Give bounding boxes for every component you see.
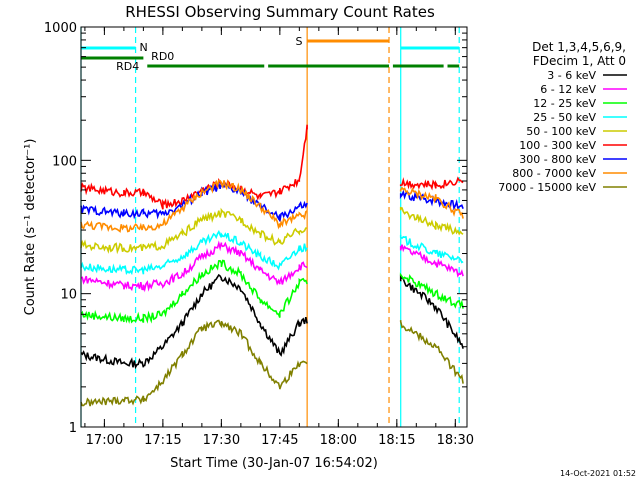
annotation-label-n: N bbox=[139, 41, 147, 54]
series-line-0 bbox=[80, 273, 464, 370]
chart-title: RHESSI Observing Summary Count Rates bbox=[125, 3, 435, 21]
y-tick-label: 10 bbox=[60, 288, 77, 303]
legend-title-line-1: Det 1,3,4,5,6,9, bbox=[532, 40, 626, 54]
series-line-3 bbox=[80, 229, 464, 276]
annotation-layer: N S RD4 RD0 bbox=[80, 27, 460, 427]
x-tick-label: 17:15 bbox=[144, 433, 181, 448]
y-axis-label: Count Rate (s⁻¹ detector⁻¹) bbox=[23, 139, 38, 316]
legend-entry-label: 3 - 6 keV bbox=[547, 69, 596, 82]
x-tick-label: 17:30 bbox=[203, 433, 240, 448]
series-line-7 bbox=[80, 179, 464, 233]
x-tick-label: 18:15 bbox=[378, 433, 415, 448]
series-line-1 bbox=[80, 240, 464, 293]
legend-entry-label: 6 - 12 keV bbox=[540, 83, 596, 96]
legend-entry-label: 7000 - 15000 keV bbox=[498, 181, 596, 194]
series-line-5 bbox=[80, 124, 464, 210]
x-tick-label: 17:00 bbox=[86, 433, 123, 448]
annotation-label-rd0: RD0 bbox=[151, 50, 174, 63]
y-tick-label: 1000 bbox=[44, 21, 77, 36]
x-tick-label: 18:30 bbox=[437, 433, 474, 448]
legend-entry-label: 300 - 800 keV bbox=[519, 153, 596, 166]
series-line-6 bbox=[80, 181, 464, 222]
annotation-label-rd4: RD4 bbox=[116, 60, 139, 73]
x-axis-label: Start Time (30-Jan-07 16:54:02) bbox=[170, 456, 378, 471]
legend-entry-label: 50 - 100 keV bbox=[526, 125, 596, 138]
legend-title-line-2: FDecim 1, Att 0 bbox=[533, 54, 626, 68]
legend-entry-label: 100 - 300 keV bbox=[519, 139, 596, 152]
annotation-label-s: S bbox=[295, 35, 302, 48]
legend-entry-label: 800 - 7000 keV bbox=[512, 167, 596, 180]
axis-layer: 17:00 17:15 17:30 17:45 18:00 18:15 18:30 1 10 10… bbox=[44, 21, 474, 448]
x-tick-label: 17:45 bbox=[261, 433, 298, 448]
series-line-2 bbox=[80, 259, 464, 324]
footer-timestamp: 14-Oct-2021 01:52 bbox=[560, 469, 636, 478]
legend: Det 1,3,4,5,6,9, FDecim 1, Att 0 3 - 6 k… bbox=[498, 40, 627, 194]
y-tick-label: 1 bbox=[69, 421, 77, 436]
legend-entry-label: 12 - 25 keV bbox=[533, 97, 596, 110]
series-line-4 bbox=[80, 206, 464, 255]
series-line-8 bbox=[80, 319, 464, 407]
series-layer bbox=[80, 124, 464, 407]
plot-frame bbox=[80, 26, 468, 428]
x-tick-label: 18:00 bbox=[320, 433, 357, 448]
y-tick-label: 100 bbox=[52, 154, 77, 169]
legend-entry-label: 25 - 50 keV bbox=[533, 111, 596, 124]
